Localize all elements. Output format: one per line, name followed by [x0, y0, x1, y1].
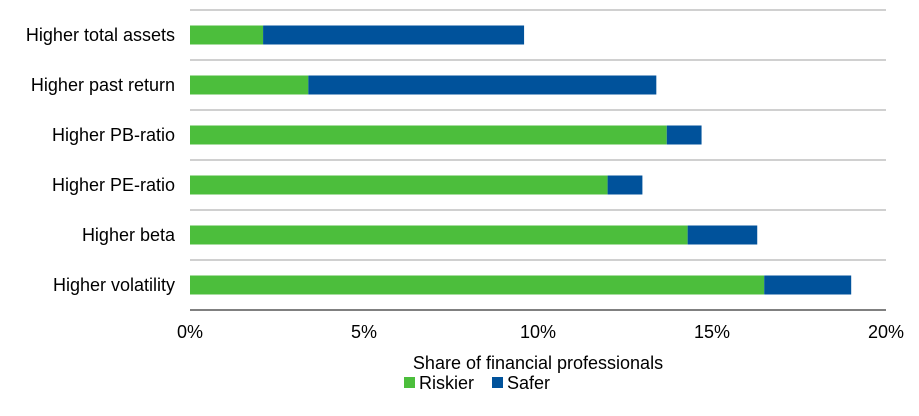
category-label: Higher volatility — [53, 275, 175, 295]
bar-safer — [308, 75, 657, 95]
category-label: Higher past return — [31, 75, 175, 95]
legend: Riskier Safer — [404, 373, 550, 393]
bar-riskier — [190, 225, 688, 245]
x-tick-label: 20% — [868, 322, 904, 342]
bar-safer — [607, 175, 643, 195]
bar-safer — [687, 225, 758, 245]
x-axis-title: Share of financial professionals — [413, 353, 663, 373]
category-label: Higher beta — [82, 225, 176, 245]
bars — [190, 25, 852, 295]
bar-safer — [764, 275, 852, 295]
x-tick-label: 10% — [520, 322, 556, 342]
bar-riskier — [190, 75, 309, 95]
category-label: Higher PB-ratio — [52, 125, 175, 145]
x-tick-label: 5% — [351, 322, 377, 342]
x-tick-label: 15% — [694, 322, 730, 342]
legend-swatch-safer — [492, 377, 503, 388]
gridlines — [190, 9, 886, 261]
legend-swatch-riskier — [404, 377, 415, 388]
x-tick-labels: 0% 5% 10% 15% 20% — [177, 322, 904, 342]
x-tick-label: 0% — [177, 322, 203, 342]
bar-riskier — [190, 175, 608, 195]
category-label: Higher PE-ratio — [52, 175, 175, 195]
category-label: Higher total assets — [26, 25, 175, 45]
bar-riskier — [190, 275, 765, 295]
legend-label-safer: Safer — [507, 373, 550, 393]
bar-riskier — [190, 25, 264, 45]
legend-label-riskier: Riskier — [419, 373, 474, 393]
category-labels: Higher total assets Higher past return Hig… — [26, 25, 176, 295]
bar-safer — [263, 25, 525, 45]
bar-safer — [666, 125, 702, 145]
bar-riskier — [190, 125, 667, 145]
